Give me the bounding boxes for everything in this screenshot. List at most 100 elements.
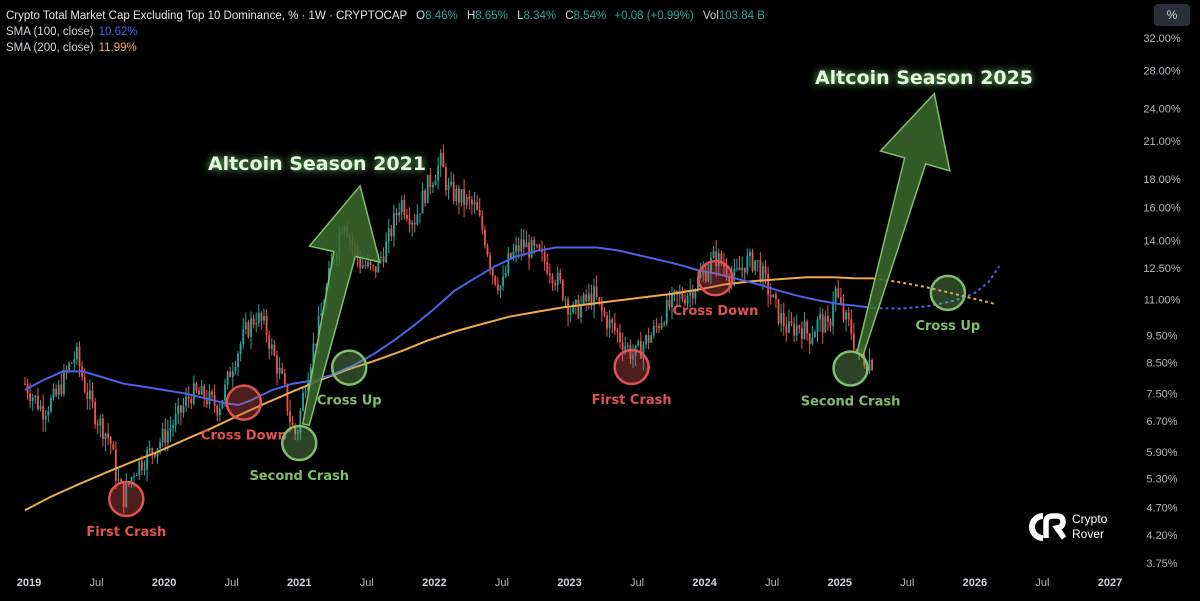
candle-body xyxy=(185,396,187,406)
candle-body xyxy=(146,450,148,470)
candle-body xyxy=(372,264,375,267)
candle-body xyxy=(151,448,154,454)
candle-body xyxy=(782,313,785,327)
x-tick-label: Jul xyxy=(630,577,644,589)
candle-body xyxy=(512,251,515,259)
candle-body xyxy=(382,256,385,263)
candle-body xyxy=(483,229,486,246)
candle-body xyxy=(247,322,250,337)
sma100-projection-line xyxy=(873,265,1001,310)
y-tick-label: 5.90% xyxy=(1146,447,1177,459)
candle-body xyxy=(109,437,112,445)
candle-body xyxy=(198,390,200,395)
candle-body xyxy=(639,341,642,359)
candle-body xyxy=(801,328,803,339)
arrows-layer: Altcoin Season 2021 Altcoin Season 2025 xyxy=(208,67,1033,427)
candle-body xyxy=(590,293,593,307)
candle-body xyxy=(504,272,507,277)
candle-body xyxy=(819,314,822,320)
candle-body xyxy=(312,343,315,368)
candle-body xyxy=(707,272,710,282)
candle-body xyxy=(257,312,260,324)
altcoin-season-arrow xyxy=(855,92,951,356)
candle-body xyxy=(112,444,115,450)
candle-body xyxy=(806,321,809,334)
sma100-value: 10.62% xyxy=(98,26,138,38)
annotation-circle xyxy=(929,274,967,312)
candle-body xyxy=(73,359,76,363)
candle-body xyxy=(600,301,603,311)
candle-body xyxy=(642,344,645,359)
candle-body xyxy=(839,297,842,305)
candle-body xyxy=(221,399,224,409)
candle-body xyxy=(172,425,174,429)
candle-body xyxy=(101,418,104,439)
candle-body xyxy=(281,367,284,374)
y-tick-label: 16.00% xyxy=(1143,203,1181,215)
candle-body xyxy=(364,265,367,267)
candle-body xyxy=(852,333,855,349)
x-tick-label: Jul xyxy=(90,577,104,589)
candle-body xyxy=(50,397,52,412)
candle-body xyxy=(587,293,590,302)
candle-body xyxy=(130,477,133,484)
candle-body xyxy=(29,393,32,401)
candle-body xyxy=(91,390,94,402)
candle-body xyxy=(751,251,754,271)
candle-body xyxy=(104,433,107,439)
candle-body xyxy=(135,474,138,477)
y-tick-label: 21.00% xyxy=(1143,136,1181,148)
candle-body xyxy=(611,319,614,323)
candle-body xyxy=(63,370,65,394)
candle-body xyxy=(728,276,731,283)
candle-body xyxy=(502,276,504,286)
candle-body xyxy=(432,184,434,188)
y-tick-label: 4.70% xyxy=(1146,503,1177,515)
candle-body xyxy=(754,260,757,271)
sma200-row[interactable]: SMA (200, close) 11.99% xyxy=(6,40,765,56)
candle-body xyxy=(164,428,167,443)
candle-body xyxy=(559,272,562,281)
candle-body xyxy=(437,165,440,181)
change-value: +0.08 (+0.99%) xyxy=(614,10,694,22)
candle-body xyxy=(837,288,840,298)
candle-body xyxy=(133,476,135,478)
candle-body xyxy=(442,152,445,168)
candle-body xyxy=(769,294,772,298)
candle-body xyxy=(780,313,783,324)
candle-body xyxy=(216,405,219,416)
candle-body xyxy=(125,483,128,507)
candle-body xyxy=(764,266,767,274)
candle-body xyxy=(296,432,299,434)
x-tick-label: Jul xyxy=(360,577,374,589)
annotation-label: Second Crash xyxy=(249,469,349,484)
candle-body xyxy=(70,362,73,364)
candle-body xyxy=(663,323,666,325)
candle-body xyxy=(263,315,265,321)
candle-body xyxy=(367,261,369,267)
x-tick-label: Jul xyxy=(765,577,779,589)
cr-logo-icon xyxy=(1029,513,1066,541)
candle-body xyxy=(694,289,697,299)
candle-body xyxy=(273,344,276,356)
candle-body xyxy=(624,346,627,350)
candle-body xyxy=(89,390,91,400)
candle-body xyxy=(572,304,575,313)
candle-body xyxy=(143,469,146,471)
candle-body xyxy=(317,315,320,345)
candle-body xyxy=(678,293,681,295)
candle-body xyxy=(457,188,460,203)
candle-body xyxy=(548,273,551,276)
candle-body xyxy=(159,442,161,449)
candle-body xyxy=(533,239,536,246)
candle-body xyxy=(486,245,489,256)
percent-scale-button[interactable]: % xyxy=(1154,4,1190,26)
symbol-row[interactable]: Crypto Total Market Cap Excluding Top 10… xyxy=(6,8,765,24)
candle-body xyxy=(785,326,788,333)
candle-body xyxy=(772,294,775,298)
candle-body xyxy=(564,299,567,301)
sma100-row[interactable]: SMA (100, close) 10.62% xyxy=(6,24,765,40)
candle-body xyxy=(460,189,463,203)
candle-body xyxy=(619,332,621,342)
